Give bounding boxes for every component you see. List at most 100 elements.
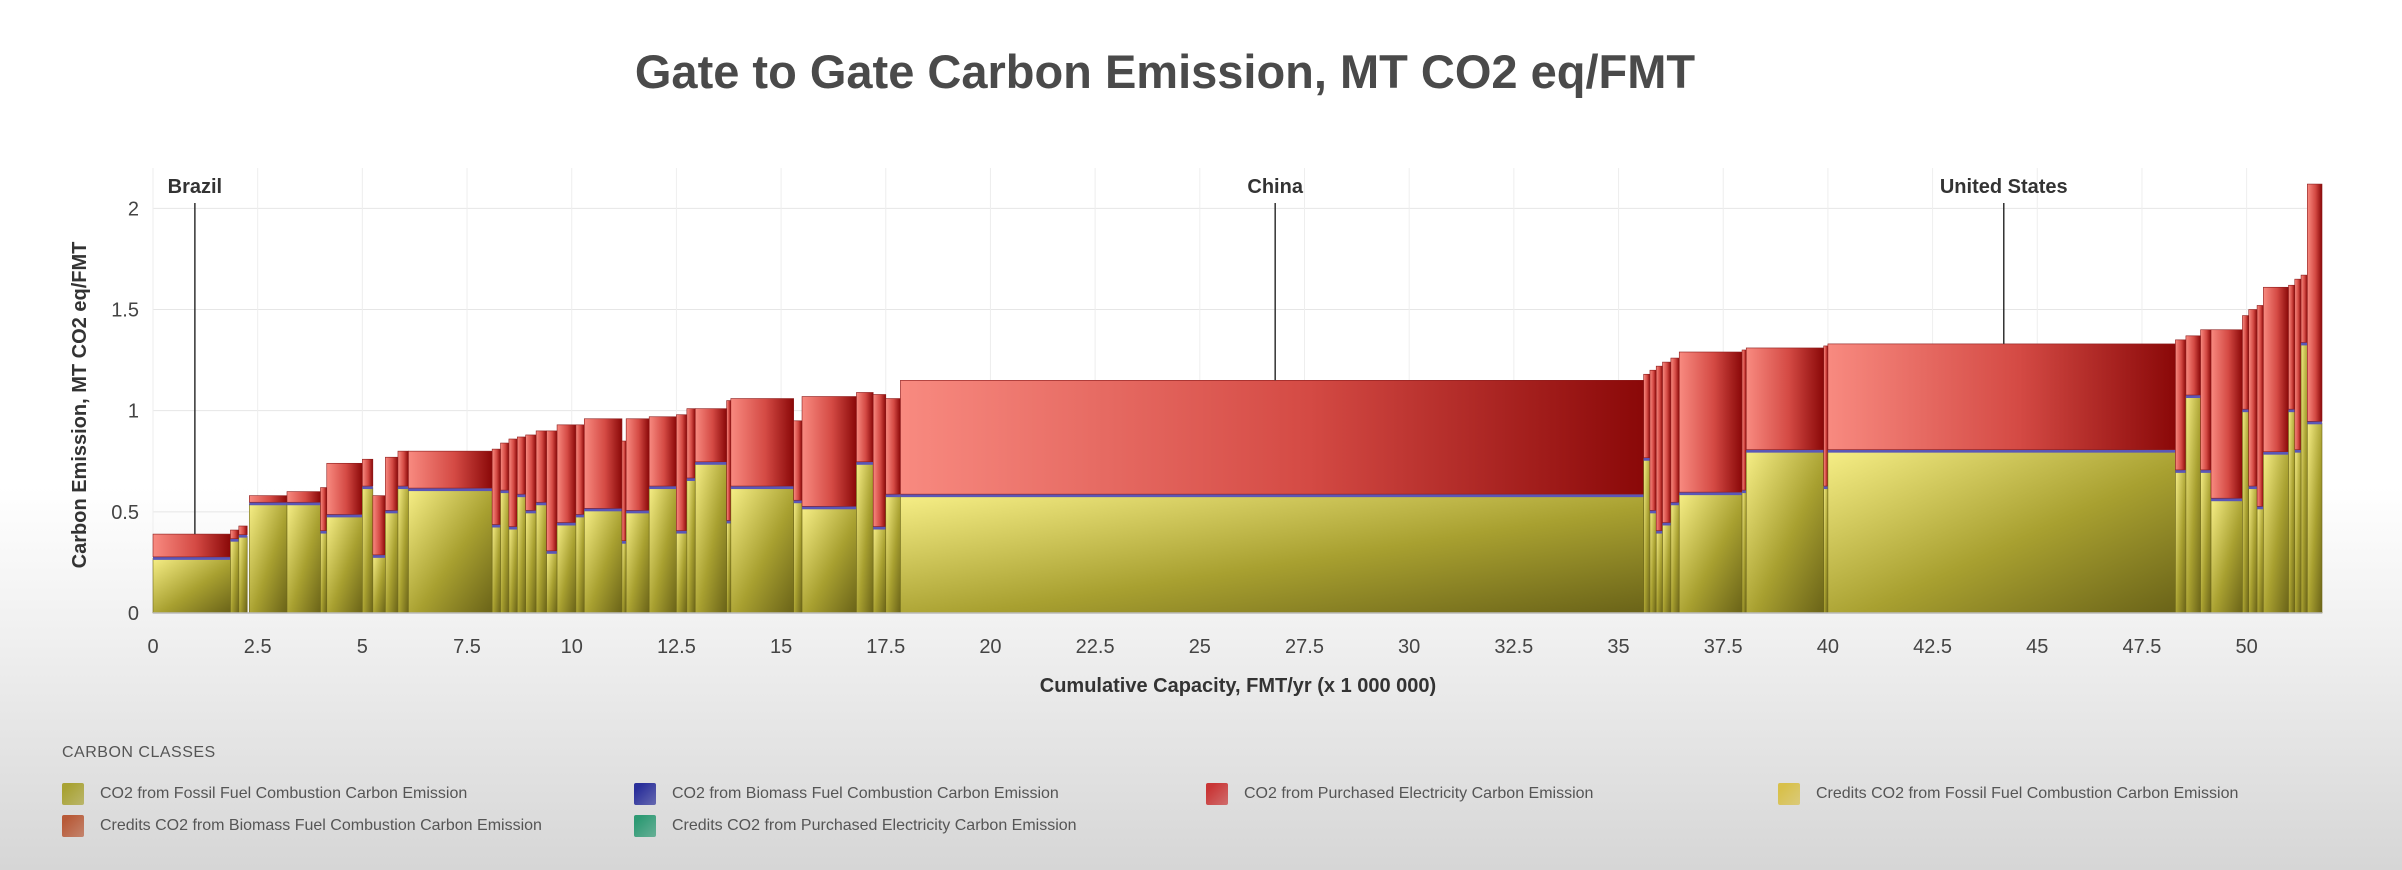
bar-biomass-27: [695, 461, 727, 465]
legend-label: CO2 from Fossil Fuel Combustion Carbon E…: [100, 785, 468, 802]
bar-electricity-1: [230, 529, 240, 539]
bar-fossil-53: [2263, 452, 2289, 614]
legend-item[interactable]: Credits CO2 from Biomass Fuel Combustion…: [62, 814, 634, 838]
x-tick-label: 25: [1189, 636, 1211, 658]
bar-fossil-55: [2294, 450, 2302, 614]
annotations-group: Brazil China United States: [168, 176, 2068, 535]
bar-electricity-37: [1649, 369, 1657, 511]
bar-electricity-12: [491, 448, 501, 525]
bar-electricity-19: [556, 424, 577, 523]
x-tick-label: 12.5: [657, 636, 696, 658]
bar-electricity-25: [676, 414, 688, 531]
bar-biomass-22: [621, 540, 627, 544]
bar-electricity-0: [152, 533, 231, 558]
bar-fossil-13: [500, 491, 510, 614]
x-tick-label: 35: [1607, 636, 1629, 658]
bar-electricity-21: [583, 418, 623, 509]
bar-electricity-2: [238, 525, 248, 535]
bar-fossil-48: [2200, 471, 2212, 614]
bar-biomass-11: [408, 488, 493, 492]
x-tick-label: 30: [1398, 636, 1420, 658]
bar-electricity-53: [2263, 286, 2289, 452]
bar-biomass-24: [649, 486, 677, 490]
x-tick-label: 50: [2236, 636, 2258, 658]
bar-biomass-30: [793, 500, 803, 504]
x-tick-label: 2.5: [244, 636, 272, 658]
y-tick-label: 1.5: [111, 300, 139, 322]
bar-biomass-15: [517, 494, 526, 498]
bar-biomass-9: [385, 510, 398, 514]
bar-biomass-0: [153, 556, 231, 560]
annotation-china: China: [1247, 176, 1303, 198]
bar-electricity-41: [1678, 351, 1743, 493]
bar-fossil-6: [326, 515, 363, 614]
bar-electricity-36: [1643, 373, 1651, 459]
legend-title: CARBON CLASSES: [62, 744, 216, 761]
legend-item[interactable]: Credits CO2 from Fossil Fuel Combustion …: [1778, 782, 2362, 806]
bar-biomass-50: [2242, 409, 2249, 413]
y-tick-label: 2: [128, 198, 139, 220]
bar-fossil-0: [152, 558, 231, 614]
bar-electricity-49: [2210, 329, 2243, 499]
bar-fossil-12: [491, 525, 501, 614]
bar-biomass-49: [2211, 498, 2243, 502]
legend-item[interactable]: CO2 from Fossil Fuel Combustion Carbon E…: [62, 782, 634, 806]
bar-electricity-35: [900, 380, 1644, 495]
bar-biomass-32: [856, 461, 874, 465]
bar-biomass-55: [2294, 449, 2302, 453]
bar-electricity-56: [2300, 274, 2308, 343]
bar-fossil-17: [535, 503, 547, 614]
bar-electricity-54: [2288, 284, 2296, 410]
bar-biomass-52: [2257, 506, 2264, 510]
bar-electricity-50: [2242, 315, 2250, 410]
bar-biomass-16: [525, 510, 537, 514]
bars-group: [152, 183, 2323, 614]
x-tick-label: 42.5: [1913, 636, 1952, 658]
bar-electricity-39: [1662, 361, 1672, 523]
legend-item[interactable]: Credits CO2 from Purchased Electricity C…: [634, 814, 1206, 838]
bar-fossil-52: [2256, 507, 2264, 614]
bar-fossil-40: [1670, 503, 1680, 614]
x-tick-label: 45: [2026, 636, 2048, 658]
bar-electricity-23: [625, 418, 650, 511]
legend-label: Credits CO2 from Fossil Fuel Combustion …: [1816, 785, 2239, 802]
bar-electricity-24: [648, 416, 677, 487]
x-axis-title: Cumulative Capacity, FMT/yr (x 1 000 000…: [1040, 675, 1436, 697]
x-tick-label: 15: [770, 636, 792, 658]
bar-electricity-29: [730, 398, 794, 487]
y-tick-label: 0: [128, 603, 139, 625]
bar-fossil-15: [516, 495, 526, 614]
bar-biomass-57: [2307, 421, 2322, 425]
x-tick-label: 32.5: [1494, 636, 1533, 658]
legend-swatch: [634, 815, 656, 837]
bar-biomass-2: [238, 534, 248, 538]
bar-fossil-3: [249, 503, 288, 614]
axes-group: 00.511.520 2.5 5 7.5 10 12.5 15 17.5 20 22.5 25 27.…: [111, 198, 2322, 658]
bar-fossil-51: [2248, 487, 2258, 614]
chart-title: Gate to Gate Carbon Emission, MT CO2 eq/…: [634, 45, 1696, 98]
bar-fossil-44: [1823, 487, 1829, 614]
legend-item[interactable]: CO2 from Biomass Fuel Combustion Carbon …: [634, 782, 1206, 806]
x-tick-label: 47.5: [2122, 636, 2161, 658]
bar-electricity-45: [1827, 343, 2176, 450]
bar-fossil-5: [320, 531, 328, 614]
bar-biomass-1: [230, 538, 239, 542]
bar-fossil-57: [2307, 422, 2323, 614]
bar-biomass-33: [873, 526, 886, 530]
bar-fossil-22: [621, 541, 627, 614]
bar-biomass-3: [249, 502, 287, 506]
bar-fossil-11: [408, 489, 493, 614]
bar-fossil-9: [385, 511, 399, 614]
bar-biomass-7: [362, 486, 373, 490]
bar-biomass-46: [2175, 469, 2186, 473]
bar-biomass-21: [584, 508, 622, 512]
bar-biomass-54: [2288, 409, 2295, 413]
legend-item[interactable]: CO2 from Purchased Electricity Carbon Em…: [1206, 782, 1778, 806]
bar-fossil-4: [286, 503, 321, 614]
bar-fossil-24: [648, 487, 677, 614]
x-tick-label: 22.5: [1076, 636, 1115, 658]
legend: CARBON CLASSES CO2 from Fossil Fuel Comb…: [62, 744, 2362, 838]
bar-fossil-46: [2175, 471, 2187, 614]
annotation-united-states: United States: [1940, 176, 2068, 198]
bar-fossil-35: [900, 495, 1644, 614]
